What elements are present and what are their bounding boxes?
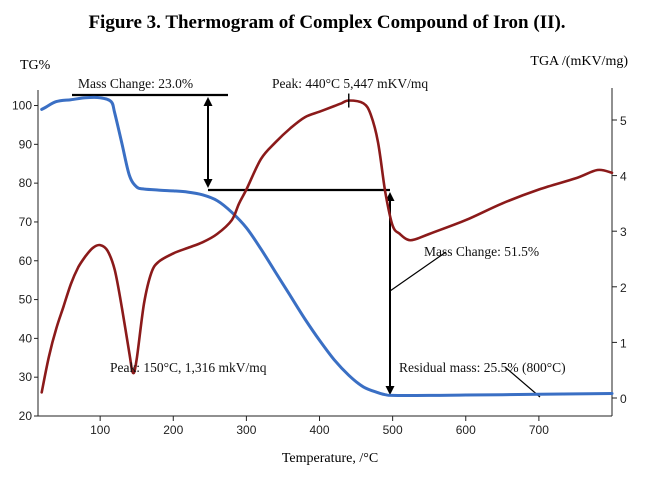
x-tick-label: 300 — [236, 423, 256, 437]
x-tick-label: 100 — [90, 423, 110, 437]
right-y-tick-label: 3 — [620, 225, 627, 239]
right-y-tick-label: 1 — [620, 336, 627, 350]
left-axis-title: TG% — [20, 58, 51, 73]
residual-mass-leader — [504, 366, 541, 398]
x-axis-title: Temperature, /°C — [282, 451, 378, 466]
left-y-tick-label: 90 — [19, 137, 33, 151]
left-y-tick-label: 60 — [19, 254, 33, 268]
annotation-mass-change-51: Mass Change: 51.5% — [424, 244, 539, 259]
x-ticks: 100 200 300 400 500 600 700 — [90, 416, 549, 437]
right-y-tick-label: 0 — [620, 392, 627, 406]
mass-change-51-leader — [389, 251, 447, 292]
left-y-tick-label: 20 — [19, 409, 33, 423]
left-y-tick-label: 70 — [19, 215, 33, 229]
annotation-peak-150: Peak: 150°C, 1,316 mkV/mq — [110, 360, 267, 375]
right-y-ticks: 0 1 2 3 4 5 — [612, 114, 627, 406]
x-tick-label: 500 — [383, 423, 403, 437]
left-y-tick-label: 50 — [19, 293, 33, 307]
annotation-guides — [72, 93, 541, 398]
right-y-tick-label: 2 — [620, 281, 627, 295]
annotation-peak-440: Peak: 440°C 5,447 mKV/mq — [272, 76, 428, 91]
right-y-tick-label: 5 — [620, 114, 627, 128]
right-y-tick-label: 4 — [620, 170, 627, 184]
left-y-tick-label: 40 — [19, 331, 33, 345]
x-tick-label: 400 — [310, 423, 330, 437]
left-y-tick-label: 100 — [12, 99, 32, 113]
annotation-mass-change-23: Mass Change: 23.0% — [78, 76, 193, 91]
x-tick-label: 200 — [163, 423, 183, 437]
mass-change-51-arrow-head-down — [385, 386, 395, 395]
left-y-tick-label: 80 — [19, 176, 33, 190]
annotation-residual-mass: Residual mass: 25.5% (800°C) — [399, 360, 566, 375]
mass-change-23-arrow-head-up — [203, 97, 213, 106]
chart-title: Figure 3. Thermogram of Complex Compound… — [88, 12, 565, 33]
dta-curve — [40, 99, 614, 394]
mass-change-23-arrow-head-down — [203, 179, 213, 188]
left-y-ticks: 20 30 40 50 60 70 80 90 100 — [12, 99, 38, 423]
x-tick-label: 700 — [529, 423, 549, 437]
x-tick-label: 600 — [456, 423, 476, 437]
left-y-tick-label: 30 — [19, 370, 33, 384]
right-axis-title: TGA /(mKV/mg) — [530, 54, 628, 69]
tg-curve — [40, 95, 614, 398]
